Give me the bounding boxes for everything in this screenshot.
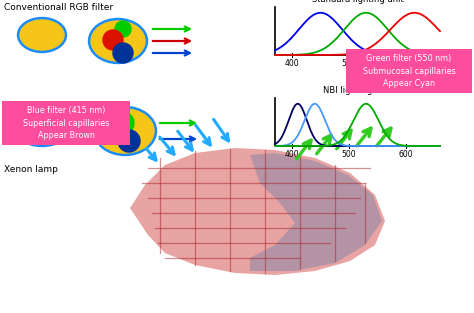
Ellipse shape xyxy=(96,109,154,153)
Ellipse shape xyxy=(18,18,66,53)
Ellipse shape xyxy=(93,106,156,156)
Text: Blue filter (415 nm)
Superficial capillaries
Appear Brown: Blue filter (415 nm) Superficial capilla… xyxy=(23,106,109,140)
Ellipse shape xyxy=(16,112,68,144)
Circle shape xyxy=(115,21,131,37)
Text: NBI filter: NBI filter xyxy=(4,103,44,112)
Text: 400: 400 xyxy=(285,59,300,68)
Text: Xenon lamp: Xenon lamp xyxy=(4,165,58,174)
Ellipse shape xyxy=(13,110,71,146)
Text: Standard lighting unit: Standard lighting unit xyxy=(311,0,403,4)
Ellipse shape xyxy=(91,21,145,61)
FancyBboxPatch shape xyxy=(346,49,472,93)
Text: 600: 600 xyxy=(399,59,413,68)
Circle shape xyxy=(103,30,123,50)
Circle shape xyxy=(112,112,134,134)
Text: 500: 500 xyxy=(342,59,356,68)
Ellipse shape xyxy=(20,20,64,50)
Text: 500: 500 xyxy=(342,150,356,159)
Text: 400: 400 xyxy=(285,150,300,159)
Text: Green filter (550 nm)
Submucosal capillaries
Appear Cyan: Green filter (550 nm) Submucosal capilla… xyxy=(363,54,456,88)
Polygon shape xyxy=(250,153,382,271)
Text: NBI lighting unit: NBI lighting unit xyxy=(323,86,392,95)
Text: Conventionall RGB filter: Conventionall RGB filter xyxy=(4,3,113,12)
Polygon shape xyxy=(130,148,385,275)
Ellipse shape xyxy=(89,18,147,64)
Circle shape xyxy=(113,43,133,63)
Text: 600: 600 xyxy=(399,150,413,159)
FancyBboxPatch shape xyxy=(2,101,130,145)
Circle shape xyxy=(118,130,140,152)
